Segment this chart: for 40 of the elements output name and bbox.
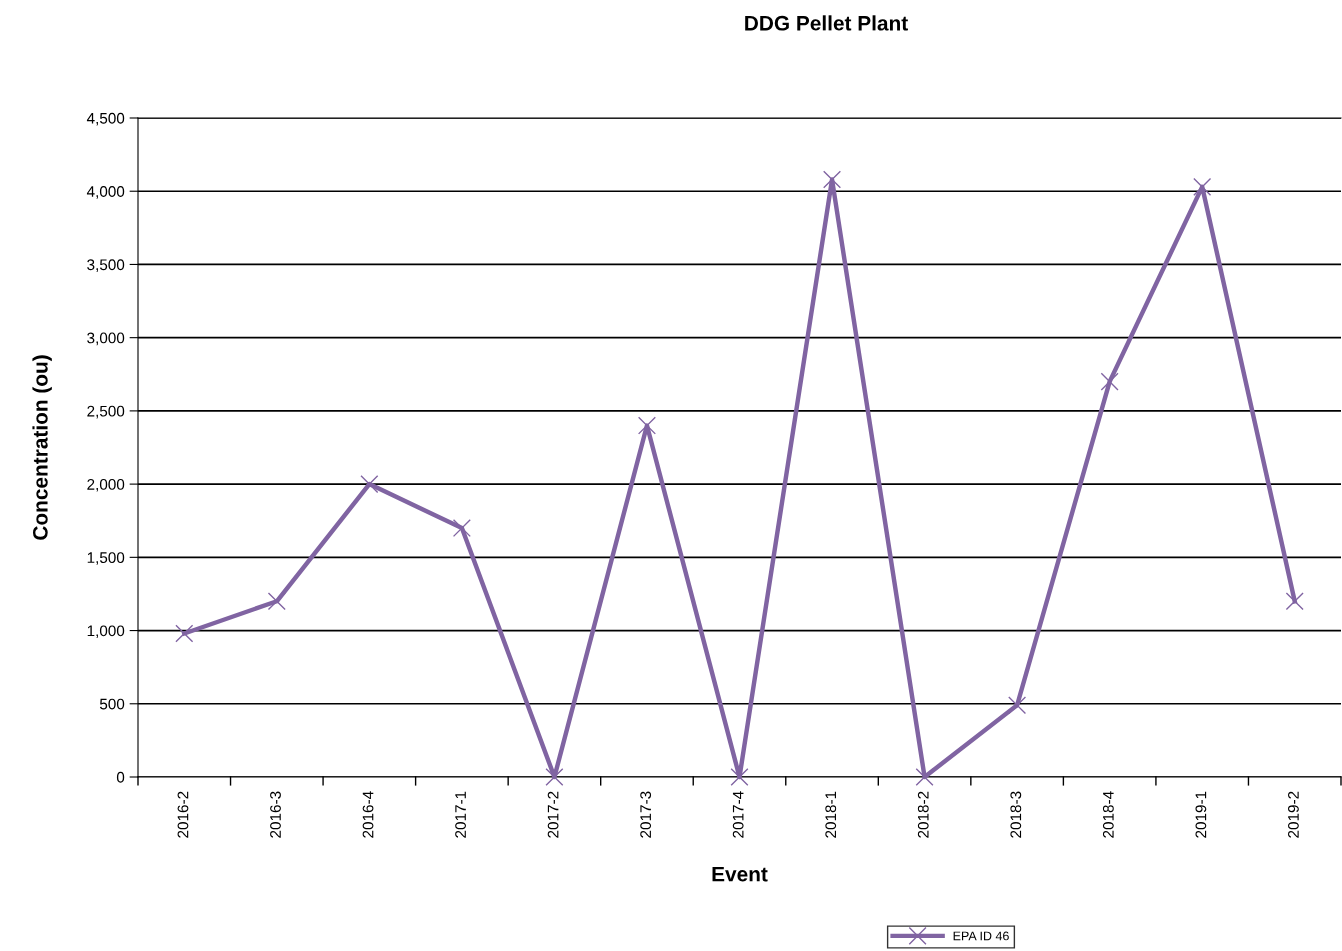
- point: [452, 519, 471, 538]
- x-tick-label: 2017-2: [547, 791, 559, 838]
- y-tick-label: 2,500: [87, 405, 125, 419]
- point: [545, 767, 564, 787]
- point: [1100, 372, 1119, 391]
- chart-title: DDG Pellet Plant: [745, 15, 908, 31]
- y-tick-label: 2,000: [87, 478, 125, 492]
- point: [267, 592, 286, 611]
- x-tick-label: 2017-1: [455, 791, 466, 838]
- y-tick-label: 3,500: [87, 259, 125, 272]
- x-tick-label: 2018-4: [1102, 791, 1114, 838]
- x-axis-title: Event: [712, 867, 768, 882]
- point: [823, 170, 842, 189]
- x-tick-label: 2017-3: [640, 791, 652, 838]
- x-tick-label: 2016-3: [270, 791, 281, 838]
- y-tick-label: 0: [116, 771, 125, 783]
- x-tick-label: 2018-3: [1010, 791, 1022, 838]
- point: [637, 416, 656, 435]
- x-tick-label: 2016-2: [177, 791, 189, 838]
- x-tick-label: 2018-2: [917, 791, 929, 838]
- point: [915, 767, 934, 787]
- y-tick-label: 3,000: [87, 332, 125, 346]
- y-tick-label: 500: [99, 698, 125, 710]
- x-tick-label: 2018-1: [825, 791, 837, 838]
- x-tick-label: 2019-1: [1195, 791, 1207, 838]
- point: [1285, 592, 1304, 611]
- y-tick-label: 4,500: [86, 112, 125, 126]
- x-tick-label: 2016-4: [362, 791, 374, 838]
- point: [730, 767, 749, 787]
- point: [1193, 177, 1212, 196]
- point: [1008, 696, 1027, 715]
- x-tick-label: 2019-2: [1288, 791, 1299, 838]
- x-tick-label: 2017-4: [732, 791, 744, 838]
- y-axis-title: Concentration (ou): [32, 355, 52, 540]
- legend-label: EPA ID 46: [953, 931, 1009, 941]
- y-tick-label: 1,500: [87, 552, 125, 565]
- point: [175, 624, 194, 643]
- y-tick-label: 4,000: [86, 186, 125, 199]
- y-tick-label: 1,000: [87, 625, 125, 639]
- point: [360, 475, 379, 494]
